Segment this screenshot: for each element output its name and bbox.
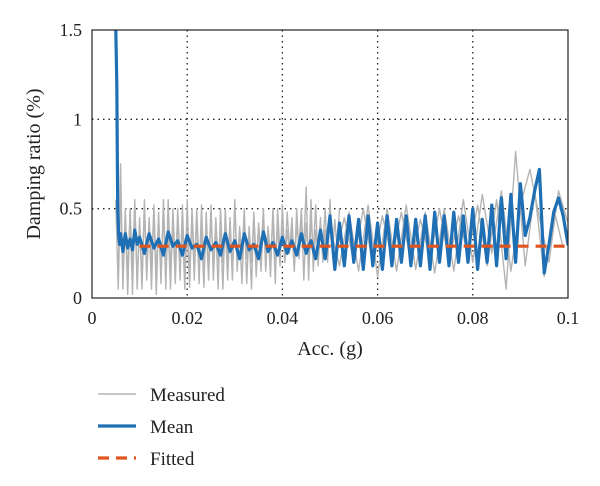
x-tick-label: 0.04 [267, 308, 299, 328]
mean-series-line [114, 30, 568, 275]
x-axis-label: Acc. (g) [297, 338, 363, 360]
y-tick-label: 1 [73, 109, 82, 129]
legend: Measured Mean Fitted [98, 385, 225, 470]
mean-legend-label: Mean [150, 417, 194, 438]
series-lines [114, 30, 568, 296]
fitted-legend-label: Fitted [150, 449, 195, 470]
x-tick-label: 0.06 [362, 308, 394, 328]
y-axis-label: Damping ratio (%) [23, 88, 45, 239]
plot-frame [91, 29, 569, 299]
measured-legend-label: Measured [150, 385, 225, 406]
x-tick-labels: 0 0.02 0.04 0.06 0.08 0.1 [88, 308, 580, 328]
series-clip-group [114, 30, 568, 296]
y-tick-label: 0 [73, 288, 82, 308]
y-tick-label: 1.5 [60, 20, 83, 40]
plot-area [91, 29, 569, 299]
x-tick-label: 0 [88, 308, 97, 328]
y-tick-labels: 0 0.5 1 1.5 [60, 20, 83, 308]
y-tick-label: 0.5 [60, 199, 83, 219]
x-tick-label: 0.08 [457, 308, 489, 328]
x-tick-label: 0.1 [557, 308, 580, 328]
x-tick-label: 0.02 [171, 308, 203, 328]
